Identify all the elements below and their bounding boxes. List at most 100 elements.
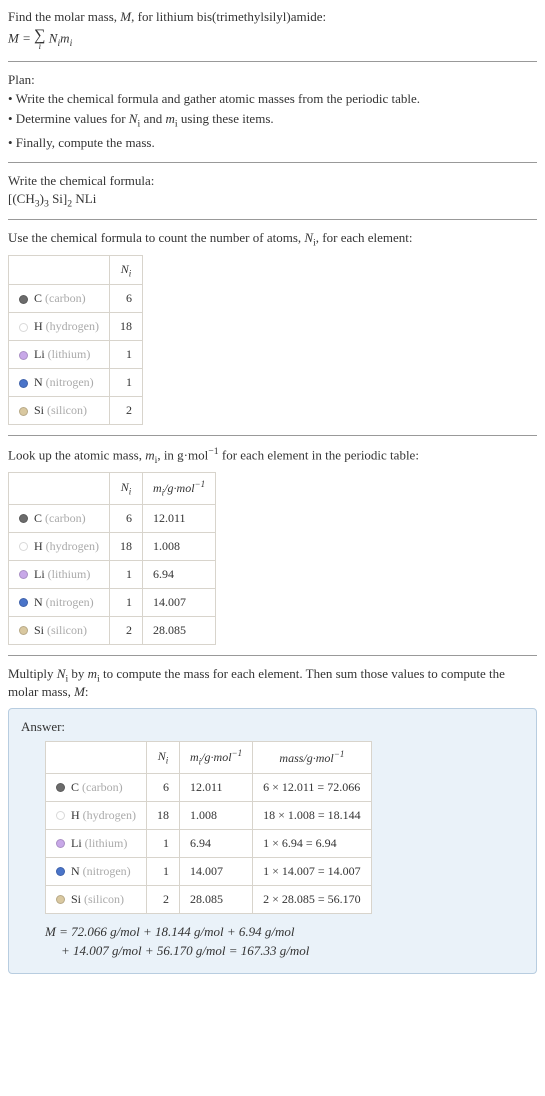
element-cell: C (carbon) [9,285,110,313]
sigma: ∑i [34,28,45,51]
intro-part-a: Find the molar mass, [8,9,120,24]
element-cell: H (hydrogen) [46,801,147,829]
a-exp: −1 [232,748,243,758]
a-Ni: i [166,756,169,766]
element-color-dot [19,626,28,635]
mass-value: 18 × 1.008 = 18.144 [253,801,372,829]
lk-a: Look up the atomic mass, [8,448,145,463]
element-cell: Li (lithium) [9,560,110,588]
intro-section: Find the molar mass, M, for lithium bis(… [8,8,537,51]
intro-text: Find the molar mass, M, for lithium bis(… [8,8,537,26]
plan-item-1: • Write the chemical formula and gather … [8,90,537,108]
element-name: (lithium) [48,567,91,581]
element-cell: H (hydrogen) [9,532,110,560]
mul-M: M [74,684,85,699]
element-name: (carbon) [45,511,86,525]
element-symbol: N [34,595,43,609]
N-value: 6 [147,773,180,801]
N-value: 1 [147,857,180,885]
element-color-dot [19,570,28,579]
plan2-a: • Determine values for [8,111,129,126]
N-value: 18 [110,532,143,560]
element-symbol: Si [34,403,44,417]
lk-c: for each element in the periodic table: [219,448,419,463]
element-color-dot [19,407,28,416]
element-color-dot [56,811,65,820]
m-value: 28.085 [180,885,253,913]
m-value: 12.011 [143,504,216,532]
mass-value: 2 × 28.085 = 56.170 [253,885,372,913]
N-value: 1 [110,588,143,616]
element-color-dot [19,514,28,523]
element-name: (nitrogen) [46,375,94,389]
element-symbol: Li [34,567,45,581]
plan2-m: m [165,111,174,126]
element-color-dot [19,542,28,551]
element-symbol: Li [71,836,82,850]
m-value: 14.007 [143,588,216,616]
hdr-N: N [121,262,129,276]
blank-header [9,255,110,284]
table-row: Li (lithium)16.94 [9,560,216,588]
multiply-section: Multiply Ni by mi to compute the mass fo… [8,666,537,974]
element-cell: Si (silicon) [46,885,147,913]
lk-b: , in g·mol [157,448,208,463]
table-row: C (carbon)612.011 [9,504,216,532]
N-value: 1 [147,829,180,857]
N-value: 1 [110,560,143,588]
write-formula-section: Write the chemical formula: [(CH3)3 Si]2… [8,173,537,210]
blank-header [46,742,147,773]
element-cell: C (carbon) [9,504,110,532]
hdr-i: i [129,268,132,278]
table-row: Li (lithium)16.941 × 6.94 = 6.94 [46,829,372,857]
mass-header: mass/g·mol−1 [253,742,372,773]
res-M: M [45,924,56,939]
element-symbol: H [34,319,43,333]
element-cell: H (hydrogen) [9,313,110,341]
m-value: 12.011 [180,773,253,801]
cf-d: NLi [72,191,96,206]
a-mass-exp: −1 [334,749,345,759]
eq-mi: i [70,38,73,49]
mul-b: by [68,666,88,681]
eq-m: m [60,31,69,46]
lk-m: m [145,448,154,463]
element-cell: N (nitrogen) [9,369,110,397]
element-name: (silicon) [47,623,87,637]
table-row: C (carbon)612.0116 × 12.011 = 72.066 [46,773,372,801]
mul-a: Multiply [8,666,57,681]
write-formula-title: Write the chemical formula: [8,173,537,189]
res-line1: = 72.066 g/mol + 18.144 g/mol + 6.94 g/m… [56,924,295,939]
res-line2: + 14.007 g/mol + 56.170 g/mol = 167.33 g… [61,943,309,958]
h-Ni: i [129,487,132,497]
element-symbol: N [71,864,80,878]
divider [8,162,537,163]
table-row: Si (silicon)2 [9,397,143,425]
answer-table: Ni mi/g·mol−1 mass/g·mol−1 C (carbon)612… [45,741,372,913]
answer-box: Answer: Ni mi/g·mol−1 mass/g·mol−1 C (ca… [8,708,537,973]
h-unit: /g·mol [164,481,194,495]
element-symbol: Si [34,623,44,637]
mass-value: 1 × 14.007 = 14.007 [253,857,372,885]
answer-title: Answer: [21,719,524,735]
h-m: m [153,481,162,495]
a-N: N [158,749,166,763]
mass-value: 6 × 12.011 = 72.066 [253,773,372,801]
lookup-text: Look up the atomic mass, mi, in g·mol−1 … [8,446,537,466]
element-symbol: C [34,291,42,305]
plan-title: Plan: [8,72,537,88]
count-text: Use the chemical formula to count the nu… [8,230,537,249]
Ni-header: Ni [110,255,143,284]
Ni-header: Ni [147,742,180,773]
N-value: 18 [110,313,143,341]
element-color-dot [56,895,65,904]
element-color-dot [19,379,28,388]
N-value: 6 [110,504,143,532]
N-value: 2 [110,397,143,425]
element-color-dot [19,295,28,304]
plan2-c: using these items. [178,111,274,126]
cf-c: Si] [49,191,67,206]
element-name: (lithium) [48,347,91,361]
table-row: N (nitrogen)114.007 [9,588,216,616]
element-color-dot [56,867,65,876]
